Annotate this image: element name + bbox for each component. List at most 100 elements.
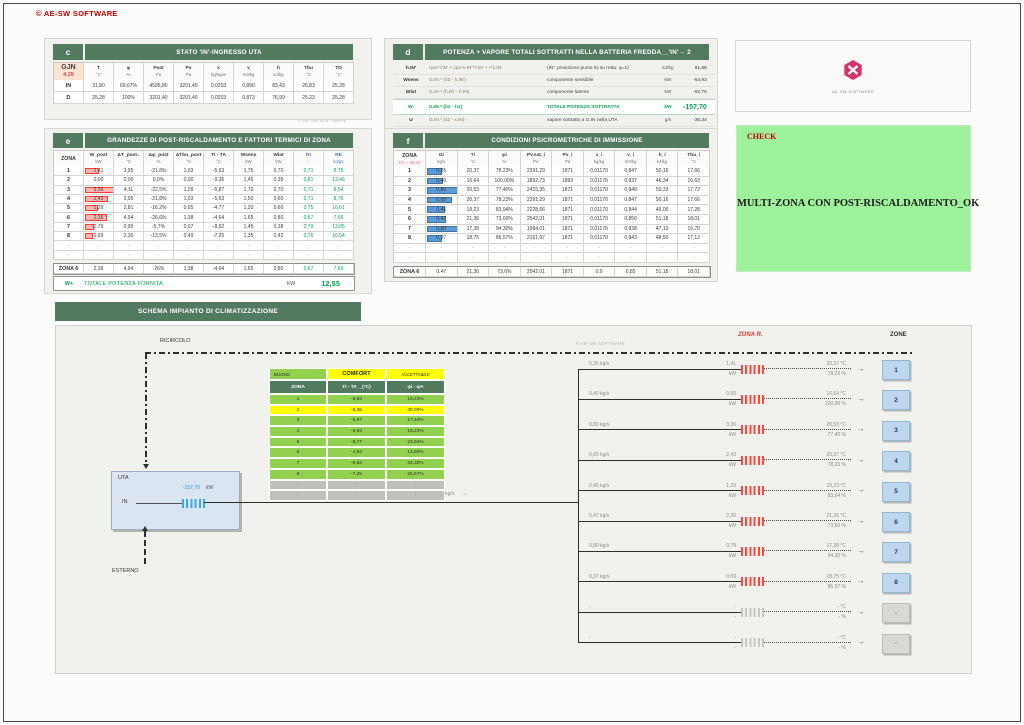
cell[interactable]: 2,30 <box>114 232 144 242</box>
cell[interactable]: 0,80 <box>426 186 458 196</box>
cell[interactable]: 34,30% <box>386 458 445 469</box>
cell[interactable]: -16,2% <box>144 204 174 214</box>
cell[interactable]: 26,83 <box>294 80 324 92</box>
cell[interactable]: 4,94 <box>114 264 144 274</box>
cell[interactable]: 0,80 <box>264 264 294 274</box>
cell[interactable]: 13,05 <box>324 222 354 233</box>
cell[interactable]: - <box>583 243 616 254</box>
cell[interactable]: 0,69 <box>84 232 114 242</box>
cell[interactable]: - <box>327 490 386 501</box>
cell[interactable]: 21,36 <box>457 267 490 277</box>
cell[interactable]: 50,33 <box>646 186 679 196</box>
cell[interactable]: 49,00 <box>646 205 679 215</box>
cell[interactable]: 18,01 <box>678 214 710 225</box>
cell[interactable]: 1871 <box>552 167 584 177</box>
cell[interactable]: 0,35 <box>264 176 294 186</box>
cell[interactable]: -64,93 <box>683 75 715 87</box>
cell[interactable]: 0,80 <box>426 224 458 235</box>
cell[interactable]: 0,0 <box>583 267 616 277</box>
cell[interactable]: 50,16 <box>646 167 679 177</box>
cell[interactable]: 78,23% <box>489 195 521 206</box>
cell[interactable]: 0,847 <box>615 167 647 177</box>
cell[interactable]: 16,64 <box>457 176 490 187</box>
cell[interactable]: 0,01170 <box>583 224 616 235</box>
cell[interactable]: 51,18 <box>646 214 679 225</box>
cell[interactable]: 2228,66 <box>520 205 553 215</box>
cell[interactable]: 51,18 <box>646 267 679 277</box>
cell[interactable]: 1,38 <box>174 264 204 274</box>
cell[interactable]: - <box>583 253 616 263</box>
cell[interactable]: - <box>114 250 144 260</box>
cell[interactable]: 0,01170 <box>583 195 616 206</box>
cell[interactable]: 0,75 <box>294 204 324 214</box>
cell[interactable]: 86,57% <box>489 234 521 244</box>
cell[interactable]: 0,00 <box>114 176 144 186</box>
cell[interactable]: - <box>114 241 144 251</box>
cell[interactable]: 1,41 <box>84 167 114 177</box>
cell[interactable]: 1871 <box>552 214 584 225</box>
cell[interactable]: 1871 <box>552 195 584 206</box>
cell[interactable]: - <box>327 479 386 491</box>
cell[interactable]: 18,01 <box>678 267 710 277</box>
cell[interactable]: -36,34 <box>683 115 715 127</box>
cell[interactable]: -4,77 <box>204 204 234 214</box>
cell[interactable]: 12,46 <box>324 176 354 186</box>
cell[interactable]: 77,40% <box>489 186 521 196</box>
cell[interactable]: 100% <box>114 92 144 104</box>
cell[interactable]: 1893 <box>552 176 584 187</box>
cell[interactable]: 17,66 <box>678 167 710 177</box>
cell[interactable]: 17,38 <box>457 224 490 235</box>
cell[interactable]: 1871 <box>552 205 584 215</box>
cell[interactable]: 3201,40 <box>174 80 204 92</box>
cell[interactable]: 3,95 <box>114 194 144 205</box>
cell[interactable]: 46,34 <box>646 176 679 187</box>
cell[interactable]: - <box>520 243 553 254</box>
cell[interactable]: 2542,01 <box>520 267 553 277</box>
cell[interactable]: 8 <box>269 468 327 480</box>
cell[interactable]: 17,40% <box>386 415 445 427</box>
cell[interactable]: - <box>174 241 204 251</box>
cell[interactable]: -5,63 <box>204 194 234 205</box>
cell[interactable]: 1892,73 <box>520 176 553 187</box>
cell[interactable]: - <box>552 253 584 263</box>
cell[interactable]: 0,70 <box>264 167 294 177</box>
cell[interactable]: -9,36 <box>327 404 386 416</box>
cell[interactable]: -5,63 <box>327 426 386 437</box>
cell[interactable]: 0,70 <box>264 185 294 195</box>
cell[interactable]: -13,5% <box>144 232 174 242</box>
cell[interactable]: 1,45 <box>234 176 264 186</box>
cell[interactable]: 10,61 <box>324 204 354 214</box>
cell[interactable]: 3 <box>269 415 327 427</box>
cell[interactable]: 13,60% <box>386 447 445 459</box>
cell[interactable]: 0,848 <box>615 186 647 196</box>
cell[interactable]: 25,28 <box>84 92 114 104</box>
cell[interactable]: 31,80 <box>84 80 114 92</box>
cell[interactable]: 0,47 <box>426 267 458 277</box>
cell[interactable]: - <box>269 490 327 501</box>
cell[interactable]: 73,6% <box>489 267 521 277</box>
cell[interactable]: - <box>234 241 264 251</box>
cell[interactable]: 0,838 <box>615 224 647 235</box>
cell[interactable]: 7,66 <box>324 264 354 274</box>
cell[interactable]: -9,36 <box>204 176 234 186</box>
cell[interactable]: 1,03 <box>174 194 204 205</box>
cell[interactable]: 0,45 <box>426 205 458 215</box>
cell[interactable]: - <box>457 243 490 254</box>
cell[interactable]: -5,87 <box>327 415 386 427</box>
cell[interactable]: - <box>520 253 553 263</box>
cell[interactable]: 0,40 <box>426 176 458 187</box>
cell[interactable]: 0,85 <box>615 267 647 277</box>
cell[interactable]: 17,72 <box>678 186 710 196</box>
cell[interactable]: 0,60 <box>264 194 294 205</box>
cell[interactable]: 50,16 <box>646 195 679 206</box>
cell[interactable]: 1 <box>269 394 327 405</box>
cell[interactable]: 3201,40 <box>144 92 174 104</box>
cell[interactable]: 18,75 <box>457 234 490 244</box>
cell[interactable]: 83,94% <box>489 205 521 215</box>
cell[interactable]: - <box>386 479 445 491</box>
cell[interactable]: 1,03 <box>174 167 204 177</box>
cell[interactable]: -22,5% <box>144 185 174 195</box>
cell[interactable]: 21,36 <box>457 214 490 225</box>
cell[interactable]: 0,65 <box>426 195 458 206</box>
cell[interactable]: 0,38 <box>264 222 294 233</box>
